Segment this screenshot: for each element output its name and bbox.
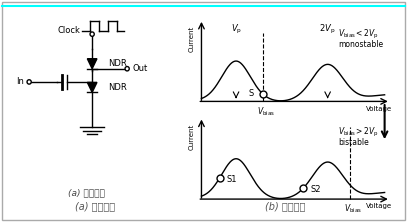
Circle shape <box>27 80 31 84</box>
Circle shape <box>90 32 94 36</box>
Text: (b) 工作原理: (b) 工作原理 <box>265 201 305 211</box>
Text: Clock: Clock <box>58 26 81 35</box>
Polygon shape <box>88 59 97 69</box>
Text: (a) 电路结构: (a) 电路结构 <box>75 201 115 211</box>
Text: $V_{\rm bias}$: $V_{\rm bias}$ <box>344 203 362 215</box>
Text: Voltage: Voltage <box>365 106 392 112</box>
Text: S2: S2 <box>310 186 321 194</box>
Text: NDR: NDR <box>108 83 127 92</box>
Text: $V_{\rm p}$: $V_{\rm p}$ <box>230 22 242 36</box>
Text: Out: Out <box>132 64 148 73</box>
Text: NDR: NDR <box>108 59 127 68</box>
Text: $V_{\rm bias}$: $V_{\rm bias}$ <box>257 105 274 118</box>
Text: Current: Current <box>188 123 194 150</box>
Text: S: S <box>249 89 254 98</box>
Polygon shape <box>88 82 97 92</box>
Text: $2V_{\rm p}$: $2V_{\rm p}$ <box>319 22 336 36</box>
Text: Current: Current <box>188 26 194 52</box>
Text: bistable: bistable <box>338 138 369 147</box>
Text: $V_{\rm bias}>2V_{\rm p}$: $V_{\rm bias}>2V_{\rm p}$ <box>338 126 379 139</box>
Text: Voltage: Voltage <box>365 203 392 209</box>
Circle shape <box>125 67 129 71</box>
Text: In: In <box>16 77 24 86</box>
Text: $V_{\rm bias}<2V_{\rm p}$: $V_{\rm bias}<2V_{\rm p}$ <box>338 28 379 41</box>
Text: monostable: monostable <box>338 40 383 49</box>
Text: S1: S1 <box>227 175 237 184</box>
Text: (a) 电路结构: (a) 电路结构 <box>68 188 105 197</box>
